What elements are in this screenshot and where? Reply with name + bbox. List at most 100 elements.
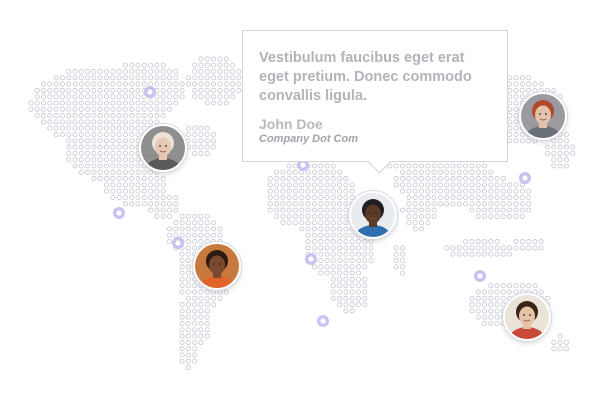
map-dot <box>47 87 53 93</box>
map-dot <box>330 251 336 257</box>
map-dot <box>500 283 506 289</box>
map-dot <box>337 270 343 276</box>
map-dot <box>204 314 210 320</box>
map-dot <box>330 245 336 251</box>
map-dot <box>349 295 355 301</box>
map-dot <box>122 113 128 119</box>
map-dot <box>179 308 185 314</box>
avatar-south-america[interactable] <box>193 242 241 290</box>
map-dot <box>122 87 128 93</box>
map-dot <box>141 113 147 119</box>
map-dot <box>166 87 173 93</box>
map-dot <box>192 138 198 144</box>
map-dot <box>72 113 78 119</box>
map-dot <box>311 245 317 251</box>
map-dot <box>343 283 349 289</box>
map-dot <box>179 339 185 345</box>
avatar-north-america[interactable] <box>139 124 187 172</box>
map-dot <box>72 81 78 87</box>
map-dot <box>318 188 324 194</box>
map-dot <box>337 207 343 213</box>
map-dot <box>475 295 481 301</box>
map-dot <box>337 289 343 295</box>
marker-canada[interactable] <box>144 86 156 98</box>
map-dot <box>28 100 34 106</box>
map-dot <box>393 245 399 251</box>
map-dot <box>551 138 557 144</box>
map-dot <box>192 220 198 226</box>
map-dot <box>53 81 59 87</box>
map-dot <box>85 75 91 81</box>
map-dot <box>488 245 494 251</box>
avatar-russia[interactable] <box>519 92 567 140</box>
map-dot <box>481 320 488 327</box>
map-dot <box>166 68 173 75</box>
map-dot <box>267 194 273 201</box>
map-dot <box>532 81 538 87</box>
map-dot <box>198 125 204 131</box>
testimonial-bubble: Vestibulum faucibus eget erat eget preti… <box>242 30 508 162</box>
map-dot <box>444 182 450 188</box>
map-dot <box>538 239 544 245</box>
map-dot <box>500 188 506 194</box>
map-dot <box>437 182 443 188</box>
map-dot <box>507 245 513 251</box>
map-dot <box>204 56 210 62</box>
map-dot <box>148 207 154 213</box>
map-dot <box>488 176 494 182</box>
map-dot <box>179 314 185 320</box>
map-dot <box>135 68 141 75</box>
map-dot <box>97 144 103 150</box>
map-dot <box>267 182 273 188</box>
map-dot <box>53 100 59 106</box>
map-dot <box>400 264 406 270</box>
map-dot <box>343 201 349 207</box>
map-dot <box>362 276 368 282</box>
marker-colombia[interactable] <box>172 237 184 249</box>
avatar-africa[interactable] <box>349 191 397 239</box>
map-dot <box>85 157 91 163</box>
map-dot <box>330 163 336 169</box>
map-dot <box>513 94 519 100</box>
map-dot <box>494 245 500 251</box>
map-dot <box>368 245 374 251</box>
marker-mexico[interactable] <box>113 207 125 219</box>
map-dot <box>160 213 166 219</box>
map-dot <box>135 106 141 112</box>
map-dot <box>85 144 91 150</box>
map-dot <box>280 201 286 207</box>
map-dot <box>166 213 173 219</box>
map-dot <box>337 239 343 245</box>
map-dot <box>116 182 122 188</box>
map-dot <box>198 289 204 295</box>
map-dot <box>305 176 311 182</box>
map-dot <box>223 81 229 87</box>
map-dot <box>72 106 78 112</box>
map-dot <box>173 100 179 106</box>
map-dot <box>425 182 431 188</box>
map-dot <box>475 245 481 251</box>
map-dot <box>412 182 418 188</box>
map-dot <box>330 201 336 207</box>
map-dot <box>526 188 532 194</box>
map-dot <box>349 245 355 251</box>
map-dot <box>406 220 412 226</box>
map-dot <box>185 308 191 314</box>
map-dot <box>337 276 343 282</box>
map-dot <box>494 207 500 213</box>
map-dot <box>72 75 78 81</box>
marker-japan[interactable] <box>519 172 531 184</box>
map-dot <box>292 176 299 182</box>
map-dot <box>349 289 355 295</box>
map-dot <box>204 131 210 138</box>
marker-west-africa[interactable] <box>305 253 317 265</box>
map-dot <box>513 207 519 213</box>
map-dot <box>103 100 110 106</box>
avatar-australia[interactable] <box>503 293 551 341</box>
map-dot <box>173 207 179 213</box>
map-dot <box>469 239 475 245</box>
marker-indonesia[interactable] <box>474 270 486 282</box>
marker-europe[interactable] <box>297 159 309 171</box>
map-dot <box>330 289 336 295</box>
marker-madagascar[interactable] <box>317 315 329 327</box>
